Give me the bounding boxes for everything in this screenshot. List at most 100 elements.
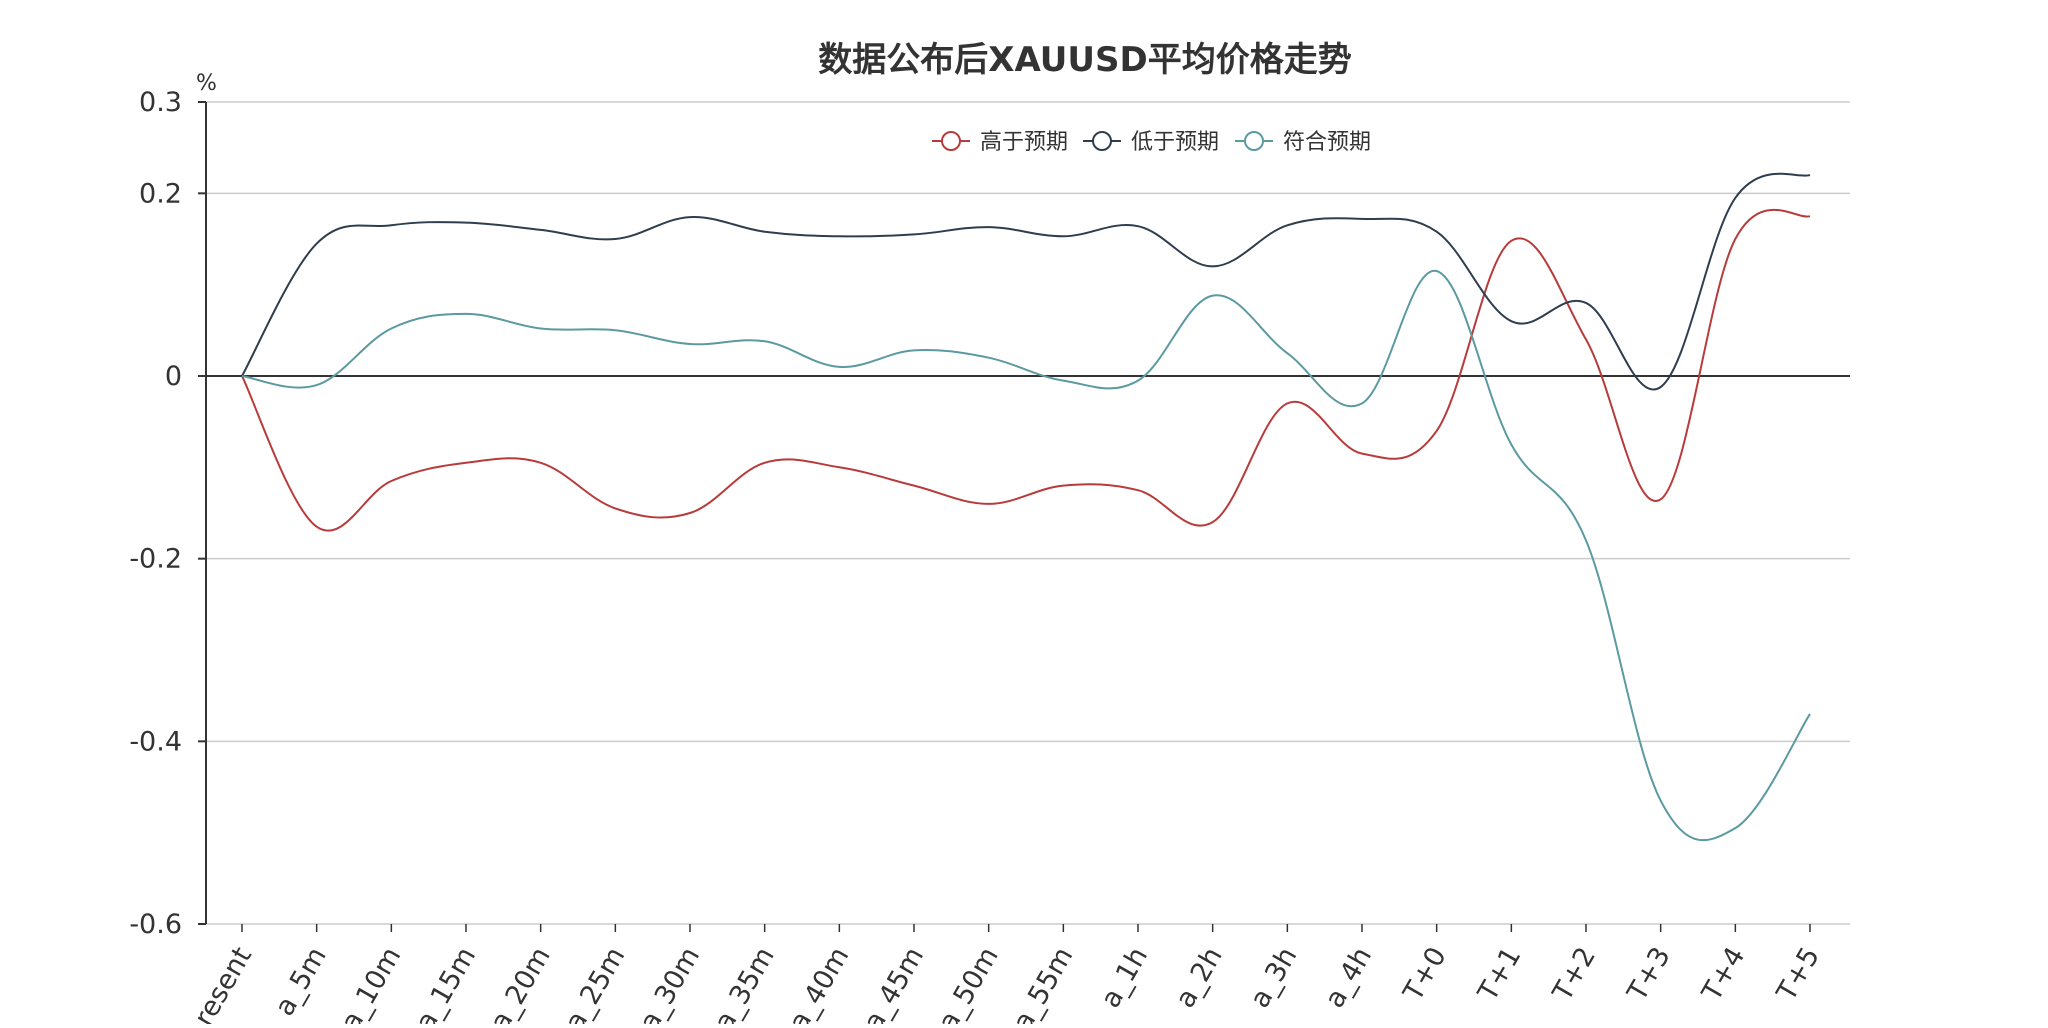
data-point bbox=[390, 224, 392, 226]
data-point bbox=[913, 485, 915, 487]
y-tick-label: -0.4 bbox=[129, 726, 182, 757]
x-tick-label: a_55m bbox=[1007, 942, 1079, 1024]
data-point bbox=[1734, 197, 1736, 199]
series-points-1 bbox=[241, 215, 1811, 528]
data-point bbox=[1137, 380, 1139, 382]
data-point bbox=[988, 503, 990, 505]
data-point bbox=[1361, 218, 1363, 220]
y-tick-label: 0.3 bbox=[139, 87, 182, 118]
data-point bbox=[1660, 498, 1662, 500]
data-point bbox=[465, 462, 467, 464]
x-tick-label: a_4h bbox=[1319, 942, 1378, 1013]
legend-label: 符合预期 bbox=[1283, 130, 1371, 155]
data-point bbox=[540, 229, 542, 231]
data-point bbox=[390, 480, 392, 482]
data-point bbox=[1510, 320, 1512, 322]
legend-circle-icon bbox=[1092, 131, 1112, 151]
y-tick-label: -0.6 bbox=[129, 909, 182, 940]
data-point bbox=[1436, 430, 1438, 432]
series-line-3 bbox=[241, 269, 1811, 842]
x-tick-label: present bbox=[180, 942, 258, 1024]
legend[interactable]: 高于预期 低于预期 符合预期 bbox=[932, 130, 1371, 155]
x-tick-label: T+5 bbox=[1771, 942, 1826, 1007]
data-point bbox=[988, 357, 990, 359]
chart-title: 数据公布后XAUUSD平均价格走势 bbox=[818, 40, 1351, 80]
data-point bbox=[1062, 380, 1064, 382]
series-points-3 bbox=[241, 270, 1811, 829]
y-tick-label: -0.2 bbox=[129, 544, 182, 575]
x-tick-label: a_50m bbox=[933, 942, 1005, 1024]
data-point bbox=[988, 226, 990, 228]
y-tick-label: 0 bbox=[165, 361, 182, 392]
y-axis-ticks: 0.3 0.2 0 -0.2 -0.4 -0.6 bbox=[129, 87, 206, 940]
data-point bbox=[1510, 240, 1512, 242]
data-point bbox=[1212, 295, 1214, 297]
data-point bbox=[1660, 800, 1662, 802]
data-point bbox=[1286, 402, 1288, 404]
series-line-2 bbox=[241, 172, 1811, 391]
x-tick-label: a_30m bbox=[634, 942, 706, 1024]
data-point bbox=[1137, 489, 1139, 491]
data-point bbox=[913, 233, 915, 235]
data-point bbox=[1734, 827, 1736, 829]
x-tick-label: a_3h bbox=[1244, 942, 1303, 1013]
data-point bbox=[1585, 338, 1587, 340]
data-point bbox=[1286, 352, 1288, 354]
data-point bbox=[838, 466, 840, 468]
data-point bbox=[614, 507, 616, 509]
x-tick-label: a_20m bbox=[485, 942, 557, 1024]
x-axis-ticks: present a_5m a_10m a_15m a_20m a_25m a_30m a_35… bbox=[180, 924, 1826, 1028]
data-point bbox=[241, 375, 243, 377]
data-point bbox=[614, 329, 616, 331]
data-point bbox=[1212, 521, 1214, 523]
data-point bbox=[1809, 215, 1811, 217]
series-points-2 bbox=[241, 174, 1811, 388]
x-tick-label: a_25m bbox=[559, 942, 631, 1024]
series-lines bbox=[241, 172, 1811, 842]
legend-circle-icon bbox=[941, 131, 961, 151]
data-point bbox=[390, 328, 392, 330]
legend-item-3[interactable]: 符合预期 bbox=[1235, 130, 1371, 155]
data-point bbox=[316, 526, 318, 528]
data-point bbox=[764, 340, 766, 342]
data-point bbox=[1510, 444, 1512, 446]
x-tick-label: a_10m bbox=[335, 942, 407, 1024]
data-point bbox=[465, 222, 467, 224]
x-tick-label: a_45m bbox=[858, 942, 930, 1024]
x-tick-label: T+3 bbox=[1621, 942, 1676, 1007]
x-tick-label: T+0 bbox=[1397, 942, 1452, 1007]
legend-circle-icon bbox=[1244, 131, 1264, 151]
data-point bbox=[1809, 713, 1811, 715]
data-point bbox=[1436, 231, 1438, 233]
legend-item-2[interactable]: 低于预期 bbox=[1083, 130, 1219, 155]
data-point bbox=[1436, 270, 1438, 272]
x-tick-label: a_35m bbox=[709, 942, 781, 1024]
x-tick-label: T+2 bbox=[1547, 942, 1602, 1007]
data-point bbox=[614, 238, 616, 240]
data-point bbox=[1734, 238, 1736, 240]
data-point bbox=[540, 328, 542, 330]
data-point bbox=[838, 235, 840, 237]
data-point bbox=[316, 243, 318, 245]
y-tick-label: 0.2 bbox=[139, 178, 182, 209]
data-point bbox=[1660, 386, 1662, 388]
data-point bbox=[689, 216, 691, 218]
data-point bbox=[1585, 302, 1587, 304]
y-axis-unit: % bbox=[196, 71, 217, 96]
data-point bbox=[1137, 225, 1139, 227]
data-point bbox=[838, 366, 840, 368]
data-point bbox=[1212, 265, 1214, 267]
legend-label: 高于预期 bbox=[980, 130, 1068, 155]
data-point bbox=[689, 343, 691, 345]
grid-lines bbox=[206, 101, 1850, 925]
x-tick-label: a_15m bbox=[410, 942, 482, 1024]
data-point bbox=[1062, 235, 1064, 237]
data-point bbox=[1361, 402, 1363, 404]
x-tick-label: a_40m bbox=[783, 942, 855, 1024]
x-tick-label: a_1h bbox=[1095, 942, 1154, 1013]
legend-label: 低于预期 bbox=[1131, 130, 1219, 155]
data-point bbox=[913, 349, 915, 351]
legend-item-1[interactable]: 高于预期 bbox=[932, 130, 1068, 155]
